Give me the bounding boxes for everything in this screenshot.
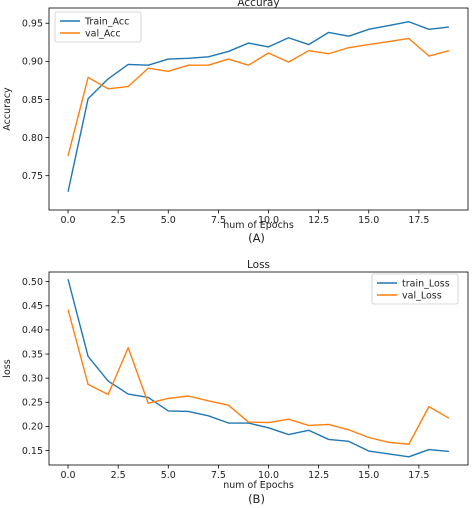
x-tick-label: 0.0 — [60, 215, 75, 226]
x-tick-label: 17.5 — [408, 215, 429, 226]
series-line-val-loss — [67, 309, 450, 445]
chart-title: Loss — [247, 259, 270, 271]
y-tick-label: 0.40 — [22, 325, 43, 336]
y-tick-label: 0.45 — [22, 301, 43, 312]
plot-frame — [48, 271, 469, 466]
x-tick-label: 12.5 — [308, 215, 329, 226]
x-axis-title: num of Epochs — [223, 220, 294, 231]
y-tick-label: 0.95 — [22, 19, 43, 30]
series-line-train-loss — [67, 279, 450, 458]
x-tick-label: 15.0 — [358, 470, 379, 481]
x-tick-label: 5.0 — [161, 215, 176, 226]
chart-title: Accuray — [237, 0, 279, 9]
x-tick-label: 12.5 — [308, 470, 329, 481]
legend-label: val_Loss — [402, 290, 442, 301]
y-tick-label: 0.20 — [22, 422, 43, 433]
series-line-train-acc — [67, 21, 450, 192]
y-axis-title: loss — [2, 359, 13, 377]
plot-frame — [48, 7, 469, 211]
x-tick-label: 2.5 — [111, 470, 126, 481]
y-tick-label: 0.80 — [22, 133, 43, 144]
legend-box — [54, 11, 142, 43]
x-tick-label: 10.0 — [258, 215, 279, 226]
y-tick-label: 0.75 — [22, 171, 43, 182]
y-tick-label: 0.35 — [22, 349, 43, 360]
legend-label: Train_Acc — [84, 16, 129, 27]
x-tick-label: 7.5 — [211, 470, 226, 481]
x-tick-label: 0.0 — [60, 470, 75, 481]
legend-label: val_Acc — [85, 28, 121, 39]
chart-1: Loss 0.0 2.5 5.0 7.5 10.0 12.5 15.0 17.5 0.15 0.20… — [2, 259, 469, 506]
x-tick-label: 17.5 — [408, 470, 429, 481]
y-tick-label: 0.85 — [22, 95, 43, 106]
y-tick-label: 0.90 — [22, 57, 43, 68]
legend-label: train_Loss — [402, 278, 450, 289]
x-tick-label: 10.0 — [258, 470, 279, 481]
y-tick-label: 0.25 — [22, 398, 43, 409]
y-axis-title: Accuracy — [2, 87, 13, 131]
x-tick-label: 2.5 — [111, 215, 126, 226]
x-tick-label: 7.5 — [211, 215, 226, 226]
series-line-val-acc — [67, 37, 450, 157]
panel-label: (A) — [248, 231, 265, 245]
panel-label: (B) — [248, 492, 265, 506]
x-tick-label: 15.0 — [358, 215, 379, 226]
chart-0: Accuray 0.0 2.5 5.0 7.5 10.0 12.5 15.0 17.5 0.75 0… — [2, 0, 469, 245]
y-tick-label: 0.15 — [22, 446, 43, 457]
x-tick-label: 5.0 — [161, 470, 176, 481]
x-axis-title: num of Epochs — [223, 480, 294, 491]
y-tick-label: 0.50 — [22, 277, 43, 288]
y-tick-label: 0.30 — [22, 373, 43, 384]
legend-box — [371, 273, 459, 305]
